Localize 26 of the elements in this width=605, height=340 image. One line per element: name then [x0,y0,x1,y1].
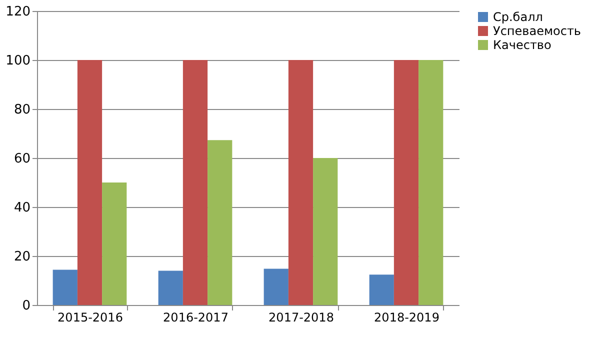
y-tick-label: 120 [6,4,30,20]
bar [394,60,419,305]
bar [313,158,338,305]
bar [369,274,394,305]
bar [418,60,444,305]
bar [182,60,208,305]
bar [288,60,314,305]
bar [102,182,127,305]
y-tick-label: 80 [14,102,30,118]
x-tick-label: 2016-2017 [163,310,228,324]
y-tick-label: 40 [14,200,30,216]
y-tick-label: 100 [6,54,30,68]
y-tick-label: 20 [14,250,30,264]
bar [52,270,78,305]
bar [77,60,102,305]
y-tick-label: 60 [14,152,30,166]
bar [264,268,288,305]
bar [208,140,232,305]
y-tick-label: 0 [22,298,30,314]
x-tick-label: 2015-2016 [58,310,123,324]
x-tick-label: 2018-2019 [374,310,440,324]
bar [158,270,183,305]
x-tick-label: 2017-2018 [268,310,334,324]
legend-label: Качество [493,38,552,52]
legend-label: Ср.балл [493,10,543,24]
legend-label: Успеваемость [493,24,582,38]
